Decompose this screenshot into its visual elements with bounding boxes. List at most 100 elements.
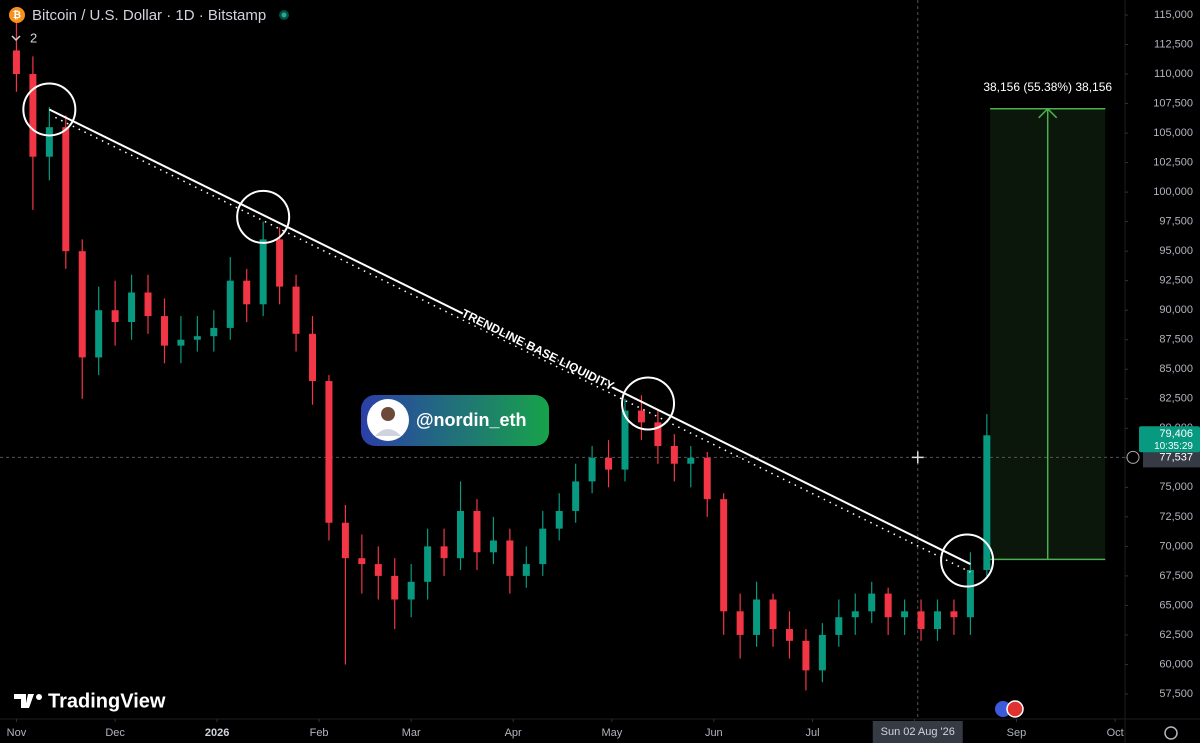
candle-body (572, 481, 580, 511)
countdown-label: 10:35:29 (1154, 441, 1193, 452)
watermark: @nordin_eth (416, 410, 527, 430)
y-tick-label: 97,500 (1159, 216, 1193, 228)
candle-body (588, 457, 596, 482)
candle-body (506, 540, 514, 576)
y-tick-label: 105,000 (1153, 127, 1193, 139)
trendline-dotted (55, 116, 971, 573)
candle-body (950, 611, 958, 618)
candle-body (555, 510, 563, 529)
add-alert-icon (1126, 450, 1140, 464)
candle-body (966, 569, 974, 618)
x-tick-label: Apr (505, 727, 522, 739)
x-tick-label: 2026 (205, 727, 229, 739)
highlight-circle (22, 82, 77, 137)
settings-icon[interactable] (1164, 726, 1178, 740)
indicator-count[interactable]: 2 (30, 30, 37, 45)
candle-body (621, 410, 629, 470)
coin-glyph: ₿ (13, 9, 21, 21)
candle-body (29, 74, 37, 157)
candle-body (457, 510, 465, 559)
candle-body (901, 611, 909, 618)
candle-body (703, 457, 711, 500)
candle-body (226, 280, 234, 328)
brand-logo (14, 694, 34, 708)
candle-body (95, 310, 103, 358)
candle-body (522, 564, 530, 576)
candle-body (292, 286, 300, 334)
y-tick-label: 82,500 (1159, 393, 1193, 405)
candle-body (802, 640, 810, 671)
event-icon[interactable] (995, 701, 1011, 717)
candle-body (983, 435, 991, 570)
avatar-body (375, 429, 401, 436)
candle-body (818, 634, 826, 671)
last-price-label: 79,406 (1159, 428, 1193, 440)
candle-body (276, 239, 284, 287)
candle-body (358, 558, 366, 565)
event-icon[interactable] (1006, 700, 1024, 718)
highlight-circle (621, 376, 676, 431)
candle-body (670, 445, 678, 464)
candle-body (687, 457, 695, 464)
candle-body (851, 611, 859, 618)
candle-body (720, 499, 728, 612)
x-tick-label: Jul (805, 727, 819, 739)
crosshair-x-label: Sun 02 Aug '26 (881, 726, 955, 738)
y-tick-label: 70,000 (1159, 540, 1193, 552)
candle-body (111, 310, 119, 323)
candle-body (654, 422, 662, 446)
y-tick-label: 90,000 (1159, 304, 1193, 316)
candle-body (637, 410, 645, 423)
candle-body (12, 50, 20, 75)
y-tick-label: 60,000 (1159, 658, 1193, 670)
crosshair-y-label: 77,537 (1159, 451, 1193, 463)
y-tick-label: 92,500 (1159, 275, 1193, 287)
candle-body (934, 611, 941, 630)
candle-body (473, 510, 481, 553)
crosshair-cursor (911, 451, 924, 464)
measure-arrowhead (1038, 107, 1058, 119)
x-tick-label: Feb (310, 727, 329, 739)
candle-body (160, 316, 168, 346)
x-tick-label: Mar (402, 727, 421, 739)
y-tick-label: 100,000 (1153, 186, 1193, 198)
candle-body (62, 127, 70, 252)
candle-body (259, 239, 267, 305)
candle-body (868, 593, 876, 612)
candle-body (144, 292, 152, 317)
candle-body (785, 629, 793, 641)
measure-label: 38,156 (55.38%) 38,156 (983, 80, 1112, 94)
candle-body (243, 280, 251, 305)
candle-body (424, 546, 432, 582)
candle-body (210, 327, 218, 337)
candle-body (45, 127, 53, 157)
y-tick-label: 75,000 (1159, 481, 1193, 493)
x-tick-label: Nov (7, 727, 27, 739)
y-tick-label: 115,000 (1154, 9, 1193, 21)
last-price-box (1139, 426, 1200, 453)
candle-body (753, 599, 761, 635)
coin-icon (9, 7, 25, 23)
brand: TradingView (48, 690, 166, 712)
candle-body (440, 546, 448, 559)
y-tick-label: 110,000 (1154, 68, 1193, 80)
candle-body (341, 522, 349, 559)
candle-body (177, 339, 185, 346)
candle-body (128, 292, 136, 323)
candle-body (489, 540, 497, 553)
crosshair-x-box (872, 721, 963, 743)
collapse-icon[interactable] (11, 35, 21, 42)
candle-body (374, 564, 382, 576)
y-tick-label: 57,500 (1159, 688, 1193, 700)
candle-body (917, 611, 925, 630)
x-tick-label: Sep (1007, 727, 1027, 739)
candle-body (605, 457, 613, 470)
y-tick-label: 72,500 (1159, 511, 1193, 523)
highlight-circle (940, 533, 995, 588)
brand-logo-dot (36, 694, 42, 700)
chart-title: Bitcoin / U.S. Dollar · 1D · Bitstamp (32, 7, 266, 24)
crosshair-y-box (1143, 447, 1200, 468)
